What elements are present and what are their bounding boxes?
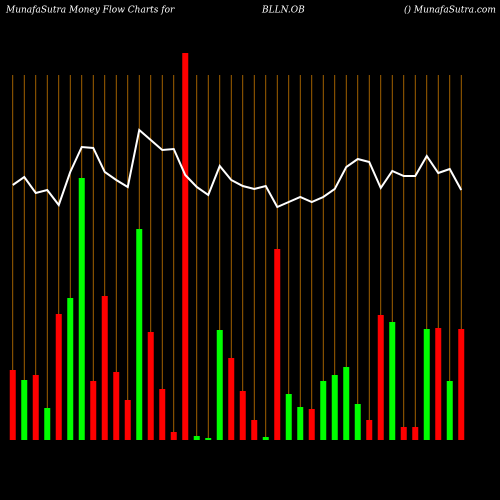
bar	[182, 53, 189, 440]
bar	[205, 438, 212, 440]
bar	[239, 391, 246, 440]
bar	[159, 389, 166, 440]
bar	[308, 409, 315, 440]
bar	[435, 328, 442, 440]
bar	[216, 330, 223, 440]
chart-source: () MunafaSutra.com	[404, 5, 496, 16]
bar	[101, 296, 108, 440]
bar	[193, 436, 200, 440]
bar	[377, 315, 384, 440]
bar	[228, 358, 235, 440]
bar	[423, 329, 430, 440]
chart-subtitle: BLLN.OB	[261, 6, 305, 16]
bar	[412, 427, 419, 440]
bar	[32, 375, 39, 440]
bar	[21, 380, 28, 440]
bar	[262, 437, 269, 440]
bar	[400, 427, 407, 440]
bar	[9, 370, 16, 440]
bar	[251, 420, 258, 440]
bar	[90, 381, 97, 440]
bar	[44, 408, 51, 440]
chart-title: MunafaSutra Money Flow Charts for	[5, 6, 175, 16]
bar	[389, 322, 396, 440]
bar	[458, 329, 465, 440]
bar	[366, 420, 373, 440]
bar	[354, 404, 361, 440]
bar	[55, 314, 62, 440]
bar	[331, 375, 338, 440]
bar	[320, 381, 327, 440]
bar	[113, 372, 120, 440]
bar	[136, 229, 143, 440]
bar	[147, 332, 154, 440]
bar	[67, 298, 74, 440]
bar	[297, 407, 304, 440]
bar	[124, 400, 131, 440]
money-flow-line	[12, 128, 463, 209]
bar	[285, 394, 292, 440]
bar	[446, 381, 453, 440]
bar	[274, 249, 281, 440]
bar	[170, 432, 177, 440]
bar	[78, 178, 85, 440]
bar	[343, 367, 350, 440]
